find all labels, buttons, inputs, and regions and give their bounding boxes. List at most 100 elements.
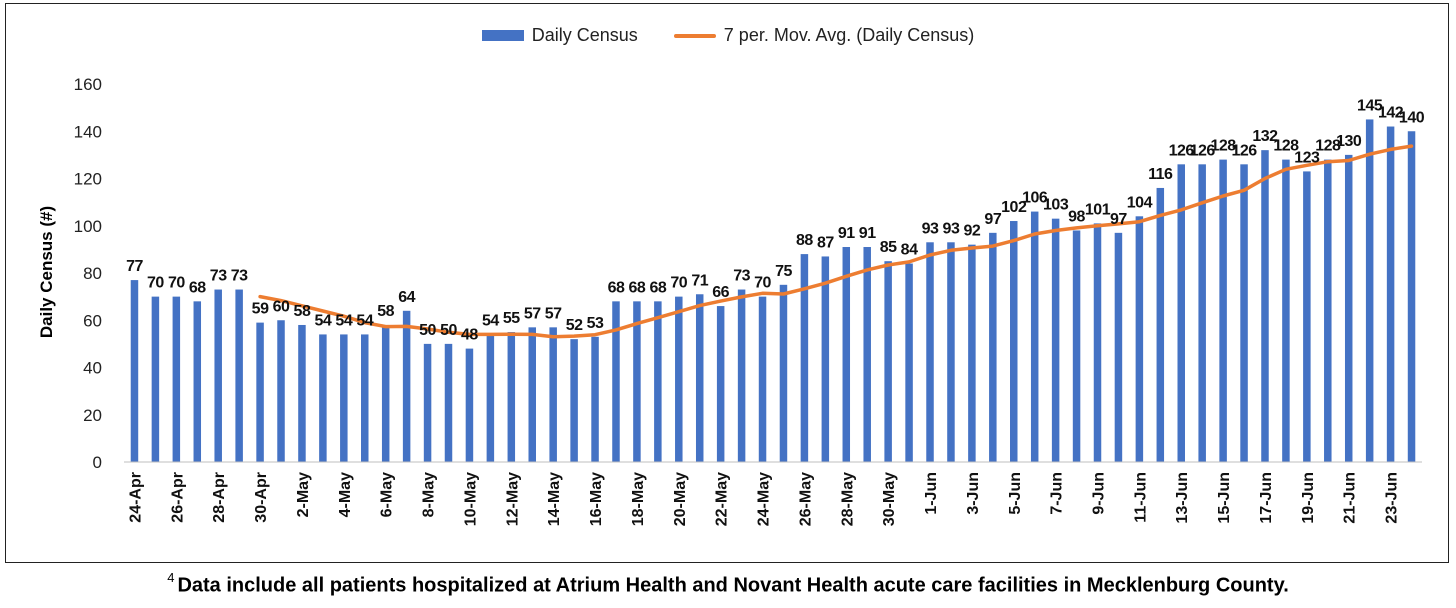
data-label: 93 <box>922 220 939 237</box>
data-label: 64 <box>398 289 415 306</box>
bar-daily-census <box>507 332 516 462</box>
bar-daily-census <box>130 280 139 462</box>
bar-daily-census <box>1219 159 1227 462</box>
bar-daily-census <box>235 289 243 462</box>
bar-daily-census <box>1240 164 1248 462</box>
data-label: 57 <box>524 305 541 322</box>
chart-frame <box>5 3 1449 563</box>
x-tick-label: 8-May <box>421 472 438 517</box>
x-tick-label: 1-Jun <box>923 472 940 515</box>
x-tick-label: 15-Jun <box>1216 472 1233 524</box>
bar-daily-census <box>1261 150 1269 462</box>
data-label: 70 <box>168 275 185 292</box>
bar-daily-census <box>1072 230 1081 462</box>
data-label: 73 <box>733 268 750 285</box>
footnote: 4 Data include all patients hospitalized … <box>0 570 1456 598</box>
x-tick-label: 30-Apr <box>253 472 270 523</box>
bar-daily-census <box>1135 216 1144 462</box>
bar-daily-census <box>151 296 160 462</box>
data-label: 84 <box>901 242 918 259</box>
y-tick-label: 80 <box>83 264 102 283</box>
data-label: 126 <box>1231 142 1257 159</box>
legend-item-moving-average: 7 per. Mov. Avg. (Daily Census) <box>673 25 974 46</box>
x-tick-label: 14-May <box>546 472 563 526</box>
data-label: 54 <box>335 312 352 329</box>
bar-daily-census <box>298 324 306 462</box>
bar-daily-census <box>1407 131 1416 462</box>
data-label: 60 <box>273 298 290 315</box>
bar-daily-census <box>423 343 432 462</box>
data-label: 97 <box>984 211 1001 228</box>
bar-daily-census <box>863 247 871 462</box>
data-label: 52 <box>566 317 583 334</box>
data-label: 102 <box>1001 199 1027 216</box>
x-tick-label: 5-Jun <box>1007 472 1024 515</box>
data-label: 70 <box>147 275 164 292</box>
bar-daily-census <box>842 247 851 462</box>
data-label: 50 <box>440 322 457 339</box>
x-tick-label: 10-May <box>462 472 479 526</box>
bar-daily-census <box>1156 187 1165 462</box>
x-tick-label: 16-May <box>588 472 605 526</box>
data-label: 59 <box>252 301 269 318</box>
bar-daily-census <box>1198 164 1206 462</box>
bar-daily-census <box>989 232 997 462</box>
y-axis-title: Daily Census (#) <box>37 206 56 338</box>
data-label: 128 <box>1315 138 1341 155</box>
x-tick-label: 3-Jun <box>965 472 982 515</box>
bar-daily-census <box>1051 218 1060 462</box>
x-tick-label: 7-Jun <box>1049 472 1066 515</box>
data-label: 58 <box>294 303 311 320</box>
bar-daily-census <box>172 296 181 462</box>
data-label: 70 <box>754 275 771 292</box>
bar-daily-census <box>1114 232 1123 462</box>
data-label: 126 <box>1190 142 1216 159</box>
data-label: 77 <box>126 258 143 275</box>
bar-daily-census <box>256 322 264 462</box>
x-tick-label: 6-May <box>379 472 396 517</box>
data-label: 91 <box>859 225 876 242</box>
data-label: 92 <box>963 223 980 240</box>
data-label: 85 <box>880 239 897 256</box>
bar-daily-census <box>319 334 327 462</box>
data-label: 91 <box>838 225 855 242</box>
bar-daily-census <box>381 324 390 462</box>
x-tick-label: 23-Jun <box>1384 472 1401 524</box>
data-label: 126 <box>1169 142 1195 159</box>
y-tick-label: 120 <box>74 170 102 189</box>
data-label: 97 <box>1110 211 1127 228</box>
data-label: 132 <box>1252 128 1278 145</box>
data-label: 70 <box>670 275 687 292</box>
bar-daily-census <box>1344 154 1353 462</box>
bar-daily-census <box>633 301 641 462</box>
bar-daily-census <box>675 296 683 462</box>
chart-plot: Daily Census (#) 0 20 40 60 80 100 120 140 160 7… <box>37 75 1425 526</box>
x-tick-label: 30-May <box>881 472 898 526</box>
bar-daily-census <box>1324 159 1332 462</box>
x-tick-label: 22-May <box>714 472 731 526</box>
bar-daily-census <box>444 343 453 462</box>
data-label: 145 <box>1357 97 1383 114</box>
x-tick-label: 28-Apr <box>211 472 228 523</box>
data-label: 106 <box>1022 190 1048 207</box>
y-tick-label: 20 <box>83 406 102 425</box>
bar-daily-census <box>1386 126 1395 463</box>
bar-daily-census <box>737 289 746 462</box>
data-label: 116 <box>1148 166 1173 183</box>
data-label: 73 <box>210 268 227 285</box>
bar-daily-census <box>821 256 830 462</box>
bar-daily-census <box>1010 221 1018 462</box>
x-tick-label: 18-May <box>630 472 647 526</box>
chart-legend: Daily Census 7 per. Mov. Avg. (Daily Cen… <box>0 25 1456 46</box>
data-label: 71 <box>691 272 708 289</box>
y-tick-label: 100 <box>74 217 102 236</box>
bar-daily-census <box>193 301 202 462</box>
x-tick-label: 26-Apr <box>169 472 186 523</box>
data-label: 58 <box>377 303 394 320</box>
legend-swatch-line <box>673 33 716 38</box>
data-label: 66 <box>712 284 729 301</box>
bar-daily-census <box>800 254 809 462</box>
data-label: 68 <box>629 279 646 296</box>
data-label: 128 <box>1211 138 1237 155</box>
bar-daily-census <box>654 301 662 462</box>
